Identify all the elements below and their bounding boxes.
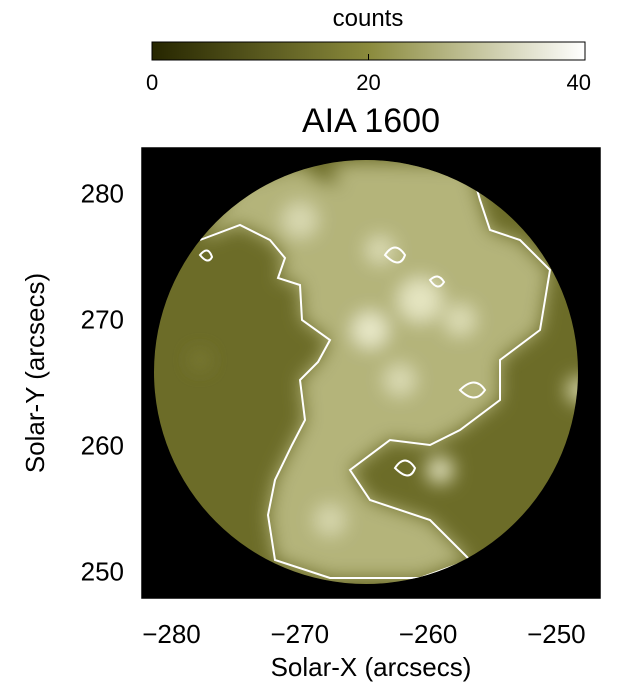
x-tick-label: −260 (399, 619, 458, 649)
y-tick-label: 280 (81, 178, 124, 208)
colorbar-tick-label: 20 (356, 70, 380, 95)
chart-title: AIA 1600 (302, 102, 440, 140)
x-tick-label: −280 (142, 619, 201, 649)
x-axis-label: Solar-X (arcsecs) (271, 652, 472, 682)
chart: counts AIA 1600 Solar-X (arcsecs) Solar-… (0, 0, 617, 693)
x-tick-label: −250 (527, 619, 586, 649)
y-axis-label: Solar-Y (arcsecs) (20, 273, 50, 473)
colorbar-tick-label: 0 (146, 70, 158, 95)
y-tick-label: 270 (81, 304, 124, 334)
y-tick-label: 250 (81, 557, 124, 587)
colorbar-label: counts (333, 5, 404, 32)
x-tick-label: −270 (271, 619, 330, 649)
colorbar-tick-label: 40 (567, 70, 591, 95)
y-tick-label: 260 (81, 430, 124, 460)
